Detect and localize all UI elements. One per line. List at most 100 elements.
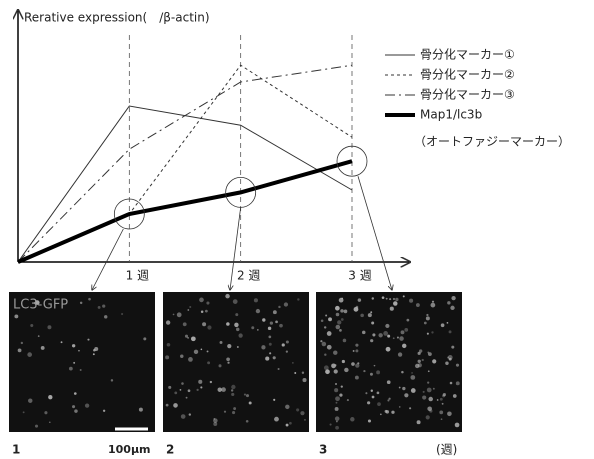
- cell-speckle: [320, 340, 322, 342]
- cell-speckle: [200, 386, 202, 388]
- cell-speckle: [202, 322, 206, 326]
- legend-note: （オートファジーマーカー）: [414, 135, 570, 149]
- cell-speckle: [249, 401, 252, 404]
- cell-speckle: [322, 342, 327, 347]
- cell-speckle: [376, 370, 380, 374]
- cell-speckle: [372, 396, 375, 399]
- cell-speckle: [395, 298, 398, 301]
- cell-speckle: [447, 301, 450, 304]
- cell-speckle: [196, 389, 198, 391]
- cell-speckle: [397, 337, 399, 339]
- pointer-arrow: [92, 229, 123, 290]
- cell-speckle: [357, 362, 359, 364]
- cell-speckle: [431, 331, 433, 333]
- cell-speckle: [355, 349, 358, 352]
- cell-speckle: [343, 339, 347, 343]
- cell-speckle: [327, 345, 332, 350]
- cell-speckle: [269, 343, 272, 346]
- cell-speckle: [453, 394, 457, 398]
- cell-speckle: [273, 356, 276, 359]
- cell-speckle: [235, 313, 238, 316]
- cell-speckle: [342, 360, 345, 363]
- cell-speckle: [335, 383, 337, 385]
- cell-speckle: [270, 322, 273, 325]
- cell-speckle: [422, 395, 426, 399]
- cell-speckle: [74, 392, 77, 395]
- cell-speckle: [166, 404, 169, 407]
- cell-speckle: [455, 423, 460, 428]
- cell-speckle: [355, 376, 359, 380]
- cell-speckle: [442, 394, 445, 397]
- cell-speckle: [201, 349, 203, 351]
- cell-speckle: [94, 347, 98, 351]
- cell-speckle: [69, 367, 73, 371]
- cell-speckle: [282, 343, 285, 346]
- cell-speckle: [218, 387, 222, 391]
- cell-speckle: [30, 324, 33, 327]
- cell-speckle: [437, 399, 439, 401]
- cell-speckle: [206, 301, 209, 304]
- cell-speckle: [256, 309, 260, 313]
- cell-speckle: [447, 322, 449, 324]
- cell-speckle: [183, 322, 187, 326]
- cell-speckle: [88, 298, 91, 301]
- cell-speckle: [429, 409, 432, 412]
- cell-speckle: [426, 316, 430, 320]
- stain-label: LC3-GFP: [13, 298, 68, 313]
- cell-speckle: [428, 397, 433, 402]
- cell-speckle: [246, 394, 249, 397]
- cell-speckle: [336, 402, 338, 404]
- cell-speckle: [324, 326, 326, 328]
- cell-speckle: [85, 404, 89, 408]
- cell-speckle: [273, 310, 277, 314]
- cell-speckle: [370, 339, 373, 342]
- cell-speckle: [339, 298, 344, 303]
- cell-speckle: [224, 411, 226, 413]
- cell-speckle: [257, 329, 259, 331]
- cell-speckle: [387, 380, 391, 384]
- cell-speckle: [102, 305, 105, 308]
- cell-speckle: [254, 298, 258, 302]
- cell-speckle: [173, 403, 178, 408]
- cell-speckle: [377, 402, 381, 406]
- cell-speckle: [385, 410, 388, 413]
- micrograph: [163, 292, 309, 432]
- cell-speckle: [207, 361, 210, 364]
- cell-speckle: [372, 297, 374, 299]
- cell-speckle: [403, 295, 405, 297]
- cell-speckle: [279, 324, 283, 328]
- cell-speckle: [80, 302, 82, 304]
- cell-speckle: [284, 302, 288, 306]
- cell-speckle: [44, 411, 47, 414]
- cell-speckle: [401, 330, 405, 334]
- cell-speckle: [286, 424, 289, 427]
- cell-speckle: [231, 393, 234, 396]
- cell-speckle: [41, 346, 45, 350]
- cell-speckle: [374, 365, 376, 367]
- cell-speckle: [285, 405, 289, 409]
- cell-speckle: [189, 306, 191, 308]
- cell-speckle: [335, 426, 339, 430]
- cell-speckle: [297, 298, 299, 300]
- cell-speckle: [451, 346, 454, 349]
- cell-speckle: [198, 380, 202, 384]
- cell-speckle: [289, 422, 292, 425]
- cell-speckle: [340, 309, 344, 313]
- cell-speckle: [188, 389, 191, 392]
- cell-speckle: [286, 351, 288, 353]
- cell-speckle: [378, 333, 382, 337]
- cell-speckle: [213, 422, 217, 426]
- cell-speckle: [356, 306, 359, 309]
- cell-speckle: [449, 358, 452, 361]
- cell-speckle: [186, 397, 188, 399]
- cell-speckle: [167, 343, 171, 347]
- cell-speckle: [231, 385, 235, 389]
- cell-speckle: [38, 335, 40, 337]
- cell-speckle: [327, 331, 332, 336]
- cell-speckle: [28, 398, 32, 402]
- cell-speckle: [427, 352, 429, 354]
- cell-speckle: [296, 408, 299, 411]
- cell-speckle: [439, 410, 443, 414]
- cell-speckle: [48, 395, 52, 399]
- cell-speckle: [220, 341, 223, 344]
